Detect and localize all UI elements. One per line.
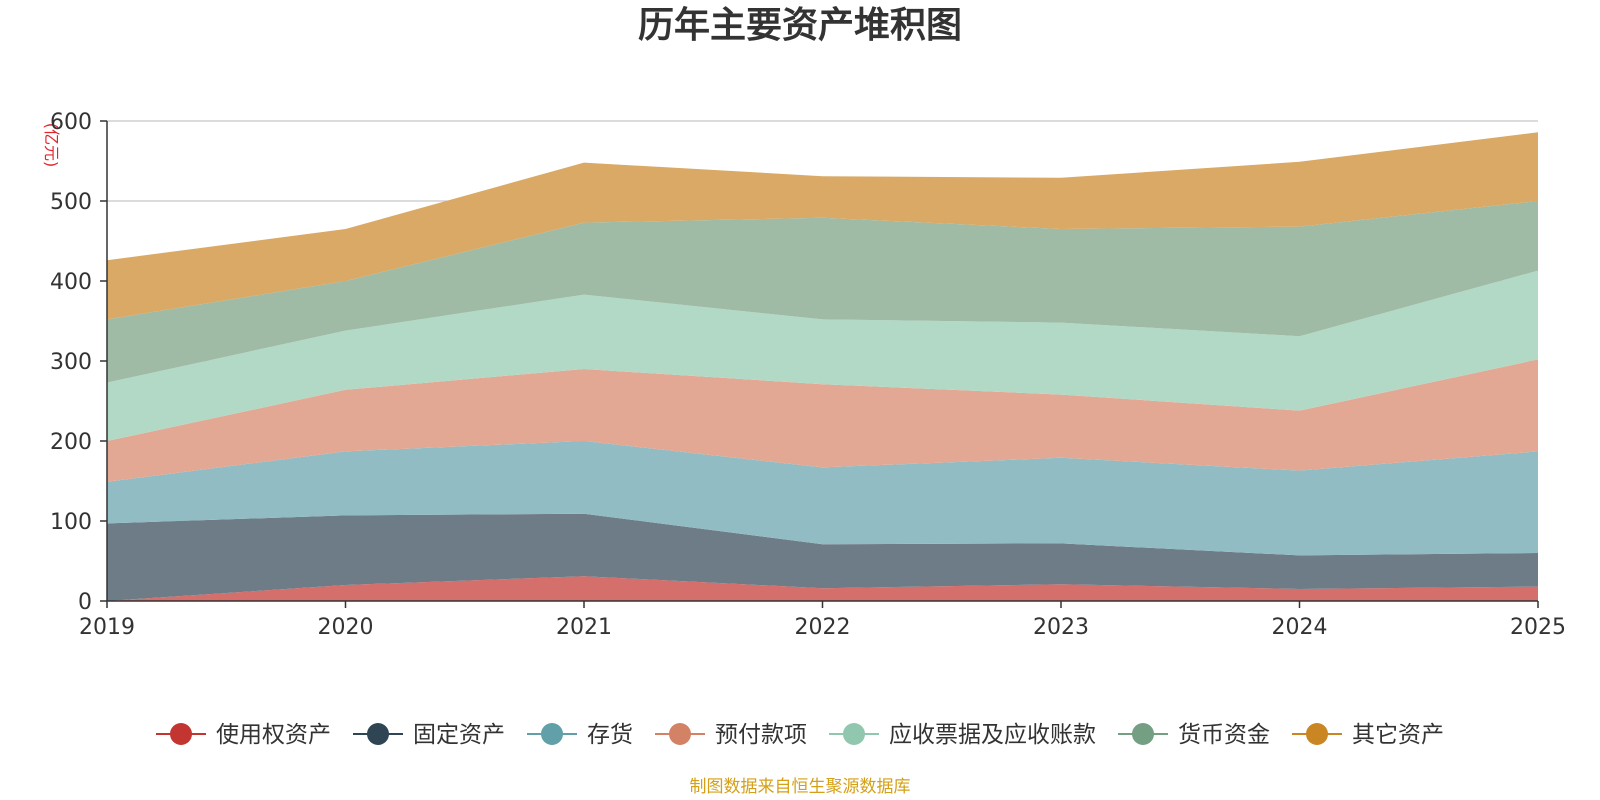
y-tick-label-100: 100 xyxy=(50,510,92,535)
legend-label-3: 预付款项 xyxy=(715,722,807,748)
series-areas xyxy=(107,132,1538,601)
legend-marker-1 xyxy=(367,723,389,745)
y-axis-unit-label: (亿元) xyxy=(42,123,61,168)
area-series-2 xyxy=(107,441,1538,556)
legend-item-0[interactable]: 使用权资产 xyxy=(156,722,331,748)
legend-item-6[interactable]: 其它资产 xyxy=(1292,722,1444,748)
y-tick-label-300: 300 xyxy=(50,350,92,375)
y-tick-label-500: 500 xyxy=(50,190,92,215)
area-series-0 xyxy=(107,576,1538,601)
y-tick-label-400: 400 xyxy=(50,270,92,295)
x-tick-label-2023: 2023 xyxy=(1033,615,1089,640)
legend-label-1: 固定资产 xyxy=(413,722,505,748)
x-tick-label-2025: 2025 xyxy=(1510,615,1566,640)
area-series-6 xyxy=(107,132,1538,320)
area-series-1 xyxy=(107,513,1538,601)
chart-title: 历年主要资产堆积图 xyxy=(638,5,962,46)
legend-item-1[interactable]: 固定资产 xyxy=(353,722,505,748)
axes xyxy=(100,120,1539,608)
legend-label-5: 货币资金 xyxy=(1178,722,1270,748)
legend-marker-5 xyxy=(1132,723,1154,745)
legend-item-4[interactable]: 应收票据及应收账款 xyxy=(829,722,1096,748)
x-tick-label-2021: 2021 xyxy=(556,615,612,640)
area-series-3 xyxy=(107,359,1538,482)
y-tick-label-600: 600 xyxy=(50,110,92,135)
legend-label-6: 其它资产 xyxy=(1352,722,1444,748)
legend-item-2[interactable]: 存货 xyxy=(527,722,633,748)
x-tick-label-2020: 2020 xyxy=(318,615,374,640)
y-tick-label-200: 200 xyxy=(50,430,92,455)
x-tick-label-2022: 2022 xyxy=(795,615,851,640)
x-tick-label-2019: 2019 xyxy=(79,615,135,640)
legend-marker-3 xyxy=(669,723,691,745)
legend-label-0: 使用权资产 xyxy=(216,722,331,748)
legend-marker-6 xyxy=(1306,723,1328,745)
y-tick-label-0: 0 xyxy=(78,590,92,615)
legend-item-3[interactable]: 预付款项 xyxy=(655,722,807,748)
legend-marker-0 xyxy=(170,723,192,745)
legend-marker-2 xyxy=(541,723,563,745)
legend-item-5[interactable]: 货币资金 xyxy=(1118,722,1270,748)
legend[interactable]: 使用权资产 固定资产 存货 预付款项 应收票据及应收账款 货币资金 其它资产 xyxy=(156,722,1444,748)
legend-marker-4 xyxy=(843,723,865,745)
legend-label-2: 存货 xyxy=(587,722,633,748)
data-source-note: 制图数据来自恒生聚源数据库 xyxy=(690,777,911,797)
x-tick-label-2024: 2024 xyxy=(1272,615,1328,640)
x-axis-tick-labels: 2019 2020 2021 2022 2023 2024 2025 xyxy=(79,615,1566,640)
legend-label-4: 应收票据及应收账款 xyxy=(889,722,1096,748)
y-axis-tick-labels: 0 100 200 300 400 500 600 xyxy=(50,110,92,615)
area-series-5 xyxy=(107,201,1538,383)
area-series-4 xyxy=(107,270,1538,441)
